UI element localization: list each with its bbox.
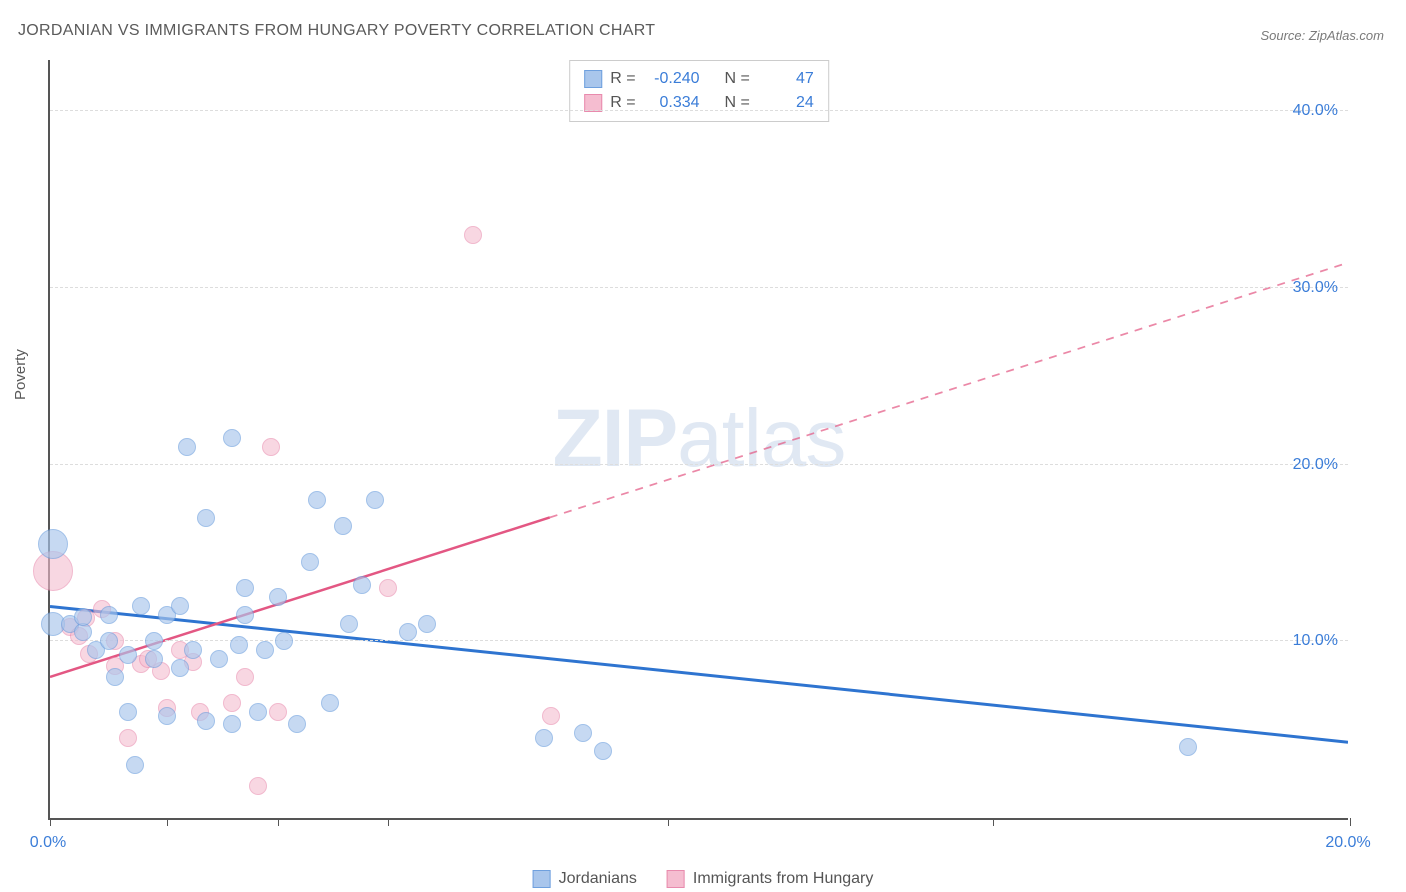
x-tick [993,818,994,826]
legend-item-jordanians: Jordanians [533,870,637,888]
y-axis-label: Poverty [12,349,29,400]
r-label-2: R = [610,91,635,115]
data-point-jordanians [119,703,137,721]
n-value-jordanians: 47 [758,67,814,91]
data-point-hungary [379,579,397,597]
data-point-jordanians [249,703,267,721]
data-point-jordanians [145,650,163,668]
n-label: N = [724,67,749,91]
source-attribution: Source: ZipAtlas.com [1260,28,1384,43]
data-point-jordanians [184,641,202,659]
watermark: ZIPatlas [553,392,846,486]
swatch-jordanians-2 [533,870,551,888]
data-point-jordanians [132,597,150,615]
data-point-jordanians [594,742,612,760]
chart-title: JORDANIAN VS IMMIGRANTS FROM HUNGARY POV… [18,22,655,40]
data-point-jordanians [256,641,274,659]
source-name: ZipAtlas.com [1309,28,1384,43]
data-point-jordanians [574,724,592,742]
data-point-jordanians [223,429,241,447]
n-value-hungary: 24 [758,91,814,115]
data-point-jordanians [288,715,306,733]
data-point-jordanians [223,715,241,733]
chart-container: JORDANIAN VS IMMIGRANTS FROM HUNGARY POV… [0,0,1406,892]
data-point-jordanians [301,553,319,571]
watermark-bold: ZIP [553,393,678,484]
bottom-legend: Jordanians Immigrants from Hungary [533,870,874,888]
data-point-jordanians [275,632,293,650]
data-point-jordanians [210,650,228,668]
data-point-jordanians [197,509,215,527]
y-tick-label: 40.0% [1293,102,1338,120]
data-point-jordanians [535,729,553,747]
data-point-jordanians [178,438,196,456]
data-point-jordanians [171,659,189,677]
data-point-jordanians [126,756,144,774]
data-point-jordanians [100,632,118,650]
data-point-hungary [262,438,280,456]
x-tick [388,818,389,826]
data-point-jordanians [334,517,352,535]
stats-row-hungary: R = 0.334 N = 24 [584,91,814,115]
gridline-h [50,464,1348,465]
legend-label-jordanians: Jordanians [559,870,637,888]
r-value-hungary: 0.334 [644,91,700,115]
data-point-jordanians [230,636,248,654]
watermark-rest: atlas [677,393,845,484]
swatch-hungary-2 [667,870,685,888]
data-point-jordanians [236,579,254,597]
swatch-jordanians [584,70,602,88]
y-tick-label: 10.0% [1293,632,1338,650]
r-value-jordanians: -0.240 [644,67,700,91]
data-point-jordanians [100,606,118,624]
source-prefix: Source: [1260,28,1308,43]
data-point-jordanians [171,597,189,615]
data-point-hungary [464,226,482,244]
data-point-hungary [119,729,137,747]
stats-legend-box: R = -0.240 N = 47 R = 0.334 N = 24 [569,60,829,122]
data-point-jordanians [1179,738,1197,756]
y-tick-label: 20.0% [1293,456,1338,474]
data-point-jordanians [158,707,176,725]
r-label: R = [610,67,635,91]
data-point-jordanians [236,606,254,624]
data-point-hungary [249,777,267,795]
data-point-jordanians [38,529,68,559]
data-point-hungary [223,694,241,712]
legend-label-hungary: Immigrants from Hungary [693,870,874,888]
x-tick [278,818,279,826]
x-tick [50,818,51,826]
x-tick [1350,818,1351,826]
stats-row-jordanians: R = -0.240 N = 47 [584,67,814,91]
data-point-jordanians [74,623,92,641]
x-tick-label: 0.0% [30,834,66,852]
y-tick-label: 30.0% [1293,279,1338,297]
data-point-jordanians [321,694,339,712]
gridline-h [50,287,1348,288]
data-point-jordanians [353,576,371,594]
data-point-jordanians [366,491,384,509]
n-label-2: N = [724,91,749,115]
legend-item-hungary: Immigrants from Hungary [667,870,874,888]
data-point-jordanians [269,588,287,606]
x-tick-label: 20.0% [1325,834,1370,852]
data-point-jordanians [340,615,358,633]
data-point-hungary [542,707,560,725]
data-point-hungary [269,703,287,721]
data-point-jordanians [418,615,436,633]
data-point-jordanians [106,668,124,686]
data-point-hungary [236,668,254,686]
data-point-jordanians [308,491,326,509]
data-point-jordanians [197,712,215,730]
x-tick [167,818,168,826]
data-point-jordanians [399,623,417,641]
gridline-h [50,110,1348,111]
plot-area: ZIPatlas R = -0.240 N = 47 R = 0.334 N =… [48,60,1348,820]
data-point-jordanians [74,608,92,626]
x-tick [668,818,669,826]
trend-lines-svg [50,60,1348,818]
data-point-jordanians [119,646,137,664]
data-point-jordanians [145,632,163,650]
